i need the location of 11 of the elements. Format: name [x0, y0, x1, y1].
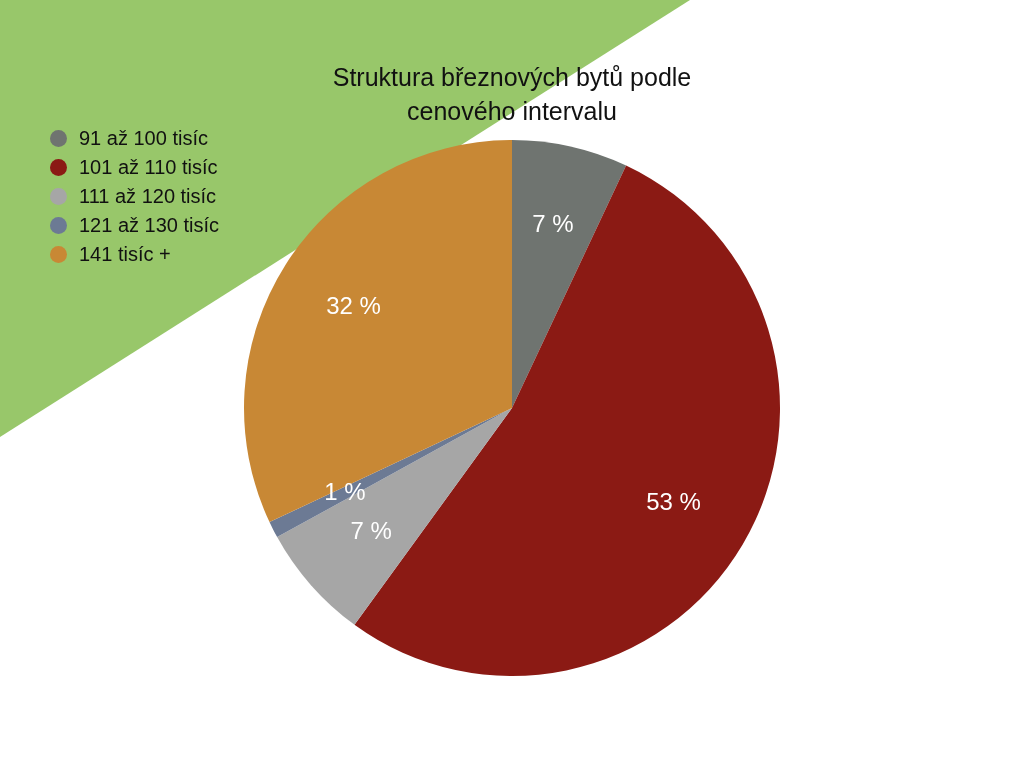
- chart-title: Struktura březnových bytů podle cenového intervalu: [331, 62, 693, 127]
- legend-label: 101 až 110 tisíc: [79, 156, 218, 179]
- data-label: 7 %: [532, 209, 574, 237]
- legend-label: 111 až 120 tisíc: [79, 185, 217, 208]
- data-label: 1 %: [324, 477, 366, 505]
- legend-label: 121 až 130 tisíc: [79, 214, 220, 237]
- data-label: 32 %: [326, 292, 381, 320]
- legend-label: 141 tisíc +: [79, 243, 171, 266]
- data-label: 7 %: [350, 516, 392, 544]
- data-label: 53 %: [646, 488, 701, 516]
- legend-label: 91 až 100 tisíc: [79, 127, 208, 150]
